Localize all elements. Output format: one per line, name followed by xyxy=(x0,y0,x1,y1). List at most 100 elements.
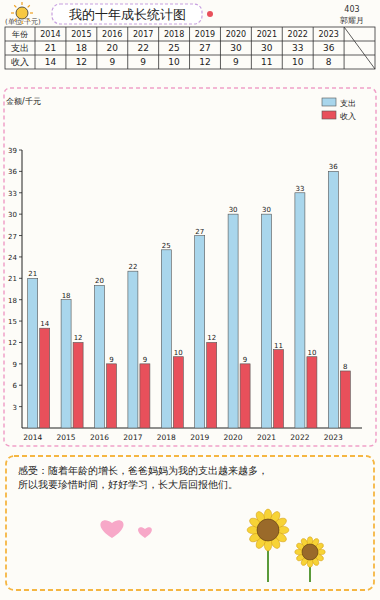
bar xyxy=(107,364,117,428)
table-col-line xyxy=(220,27,221,69)
data-label: 9 xyxy=(243,356,247,364)
y-tick xyxy=(19,385,22,386)
table-col-line xyxy=(282,27,283,69)
table-col-line xyxy=(65,27,66,69)
data-label: 18 xyxy=(62,292,71,300)
x-tick-label: 2023 xyxy=(324,433,343,442)
y-tick xyxy=(19,406,22,407)
data-label: 9 xyxy=(143,356,147,364)
data-label: 30 xyxy=(229,206,238,214)
legend-label: 支出 xyxy=(340,99,356,108)
x-tick-label: 2014 xyxy=(23,433,42,442)
table-diagonal xyxy=(344,27,375,69)
y-tick-label: 27 xyxy=(8,233,17,241)
y-tick-label: 30 xyxy=(8,211,17,219)
data-table: 年份20142015201620172018201920202021202220… xyxy=(5,27,375,69)
table-cell: 8 xyxy=(326,57,332,67)
table-header: 年份 xyxy=(12,30,28,39)
x-tick-label: 2016 xyxy=(90,433,109,442)
table-header: 2014 xyxy=(40,30,60,39)
sunflower-icon xyxy=(247,509,289,582)
note-frame xyxy=(6,456,374,590)
bar xyxy=(73,342,83,428)
data-label: 22 xyxy=(128,263,137,271)
title-box xyxy=(52,4,202,24)
table-col-line xyxy=(251,27,252,69)
x-tick-label: 2022 xyxy=(290,433,309,442)
table-header: 2016 xyxy=(102,30,122,39)
sun-ray xyxy=(11,12,14,13)
table-cell: 9 xyxy=(140,57,146,67)
table-header: 2020 xyxy=(226,30,246,39)
y-tick-label: 39 xyxy=(8,147,17,155)
table-col-line xyxy=(313,27,314,69)
y-tick-label: 36 xyxy=(8,168,17,176)
bar xyxy=(195,236,205,428)
table-cell: 9 xyxy=(233,57,239,67)
bar xyxy=(161,250,171,428)
legend: 支出收入 xyxy=(322,98,356,121)
table-cell: 9 xyxy=(109,57,115,67)
data-label: 33 xyxy=(295,185,304,193)
table-row-line xyxy=(5,55,375,56)
flower-center xyxy=(302,544,318,560)
sun-ray xyxy=(28,5,30,7)
note-text: 感受：随着年龄的增长，爸爸妈妈为我的支出越来越多， xyxy=(18,465,268,476)
bar xyxy=(240,364,250,428)
data-label: 11 xyxy=(274,342,283,350)
legend-label: 收入 xyxy=(340,112,356,121)
table-cell: 27 xyxy=(199,43,210,53)
table-header: 2015 xyxy=(71,30,91,39)
table-header: 2018 xyxy=(164,30,184,39)
y-tick xyxy=(19,299,22,300)
data-label: 12 xyxy=(74,334,83,342)
y-axis xyxy=(22,150,23,428)
table-cell: 20 xyxy=(107,43,119,53)
table-unit: (单位:千元) xyxy=(5,18,41,26)
table-cell: 21 xyxy=(45,43,56,53)
data-label: 30 xyxy=(262,206,271,214)
table-col-line xyxy=(189,27,190,69)
legend-swatch xyxy=(322,111,336,119)
data-label: 10 xyxy=(307,349,316,357)
data-label: 20 xyxy=(95,277,104,285)
legend-swatch xyxy=(322,98,336,106)
bar xyxy=(173,357,183,428)
table-col-line xyxy=(158,27,159,69)
sun-ray xyxy=(30,12,33,13)
y-tick xyxy=(19,171,22,172)
data-label: 10 xyxy=(174,349,183,357)
y-tick xyxy=(19,342,22,343)
sunflower-icon xyxy=(295,537,325,582)
flower-icon xyxy=(207,11,213,17)
y-tick-label: 9 xyxy=(13,361,17,369)
y-tick xyxy=(19,192,22,193)
chart-frame xyxy=(4,88,376,446)
y-tick-label: 6 xyxy=(13,382,18,390)
bar xyxy=(262,214,272,428)
table-cell: 22 xyxy=(137,43,148,53)
bar xyxy=(207,342,217,428)
table-header: 2023 xyxy=(318,30,338,39)
table-col-line xyxy=(96,27,97,69)
data-labels: 211418122092292510271230930113310368 xyxy=(28,163,347,371)
bars xyxy=(28,171,351,428)
table-cell: 12 xyxy=(199,57,210,67)
bar xyxy=(61,300,71,428)
table-cell: 10 xyxy=(292,57,304,67)
table-cell: 14 xyxy=(45,57,57,67)
bar xyxy=(340,371,350,428)
x-tick-label: 2021 xyxy=(257,433,276,442)
x-tick-label: 2015 xyxy=(57,433,76,442)
page: 我的十年成长统计图403郭耀月年份20142015201620172018201… xyxy=(0,0,380,600)
table-col-line xyxy=(127,27,128,69)
bar xyxy=(307,357,317,428)
y-tick-label: 15 xyxy=(8,318,17,326)
heart-icon xyxy=(100,520,123,538)
table-cell: 30 xyxy=(261,43,273,53)
table-cell: 36 xyxy=(323,43,335,53)
table-cell: 25 xyxy=(168,43,179,53)
table-row-line xyxy=(5,41,375,42)
y-axis-label: 金额/千元 xyxy=(6,97,41,106)
y-tick-label: 21 xyxy=(8,275,17,283)
